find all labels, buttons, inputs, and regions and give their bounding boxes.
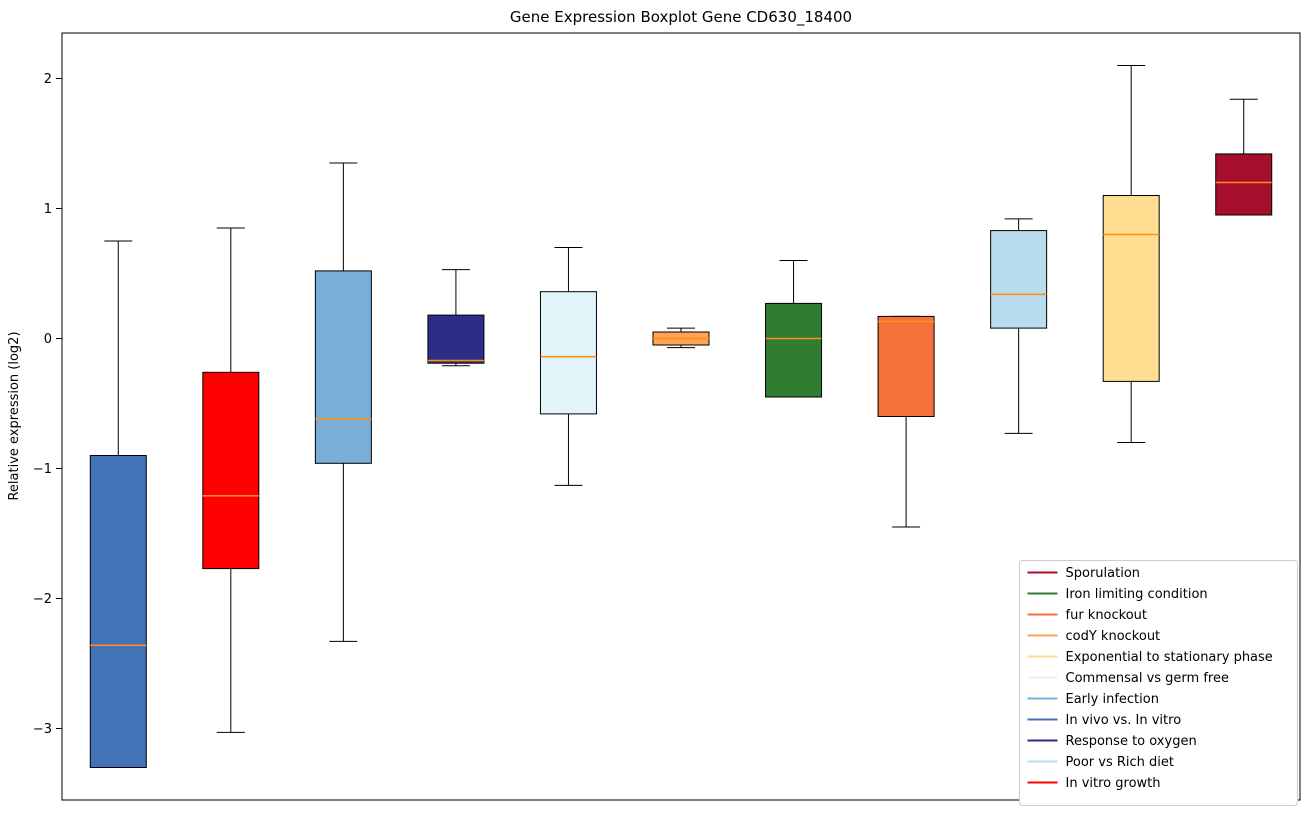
legend-label: Iron limiting condition — [1066, 587, 1208, 602]
legend-label: In vivo vs. In vitro — [1066, 713, 1182, 728]
chart-title: Gene Expression Boxplot Gene CD630_18400 — [510, 8, 852, 27]
legend: Sporulation Iron limiting condition fur kn… — [1019, 560, 1298, 806]
legend-item-cody-knockout: codY knockout — [1027, 629, 1161, 644]
legend-label: Poor vs Rich diet — [1066, 755, 1174, 770]
iqr-box — [990, 230, 1048, 329]
legend-box — [1019, 560, 1298, 806]
y-axis-label: Relative expression (log2) — [7, 331, 22, 500]
box-exponential-to-stationary-phase — [1102, 65, 1160, 443]
legend-item-fur-knockout: fur knockout — [1027, 608, 1148, 623]
legend-label: Exponential to stationary phase — [1066, 650, 1273, 665]
legend-item-response-to-oxygen: Response to oxygen — [1027, 734, 1197, 749]
axes-frame — [61, 32, 1301, 801]
iqr-box — [539, 291, 597, 415]
iqr-box — [427, 314, 485, 364]
box-commensal-vs-germ-free — [539, 247, 597, 486]
iqr-box — [1215, 153, 1273, 216]
box-early-infection — [314, 162, 372, 642]
legend-label: Sporulation — [1066, 566, 1141, 581]
iqr-box — [314, 270, 372, 464]
legend-item-commensal-vs-germ-free: Commensal vs germ free — [1027, 671, 1229, 686]
legend-item-exponential-to-stationary-phase: Exponential to stationary phase — [1027, 650, 1273, 665]
y-tick-label: 2 — [44, 72, 52, 87]
legend-item-in-vitro-growth: In vitro growth — [1027, 776, 1161, 791]
box-fur-knockout — [877, 315, 935, 528]
iqr-box — [202, 371, 260, 570]
iqr-box — [1102, 195, 1160, 382]
legend-item-poor-vs-rich-diet: Poor vs Rich diet — [1027, 755, 1174, 770]
box-response-to-oxygen — [427, 269, 485, 367]
box-poor-vs-rich-diet — [990, 218, 1048, 434]
legend-label: codY knockout — [1066, 629, 1161, 644]
y-tick-label: −2 — [33, 592, 52, 607]
y-tick-label: −3 — [33, 722, 52, 737]
y-tick-label: 1 — [44, 202, 52, 217]
box-cody-knockout — [652, 327, 710, 349]
legend-item-sporulation: Sporulation — [1027, 566, 1141, 581]
legend-item-in-vivo-vs-in-vitro: In vivo vs. In vitro — [1027, 713, 1182, 728]
box-in-vivo-vs-in-vitro — [89, 240, 147, 768]
legend-label: Response to oxygen — [1066, 734, 1197, 749]
iqr-box — [877, 315, 935, 417]
box-in-vitro-growth — [202, 227, 260, 733]
iqr-box — [765, 302, 823, 398]
box-sporulation — [1215, 98, 1273, 216]
legend-label: In vitro growth — [1066, 776, 1161, 791]
legend-item-early-infection: Early infection — [1027, 692, 1159, 707]
legend-label: Early infection — [1066, 692, 1159, 707]
legend-item-iron-limiting-condition: Iron limiting condition — [1027, 587, 1208, 602]
box-iron-limiting-condition — [765, 260, 823, 398]
y-tick-label: −1 — [33, 462, 52, 477]
y-tick-label: 0 — [44, 332, 52, 347]
iqr-box — [89, 455, 147, 768]
legend-label: Commensal vs germ free — [1066, 671, 1229, 686]
legend-label: fur knockout — [1066, 608, 1148, 623]
plot-area: 2 1 0 −1 −2 −3 — [33, 32, 1301, 801]
